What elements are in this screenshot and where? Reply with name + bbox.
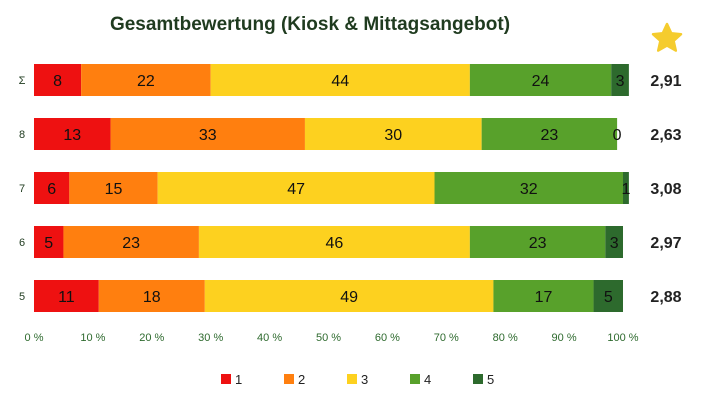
data-label: 3 <box>610 235 619 252</box>
x-tick-label: 80 % <box>493 332 518 344</box>
legend-label: 2 <box>298 372 305 387</box>
data-label: 22 <box>137 73 155 90</box>
category-label: 8 <box>19 129 25 141</box>
bar-segment <box>110 118 305 150</box>
category-label: 6 <box>19 237 25 249</box>
data-label: 49 <box>340 289 358 306</box>
data-label: 23 <box>540 127 558 144</box>
data-label: 24 <box>532 73 550 90</box>
data-label: 47 <box>287 181 305 198</box>
data-label: 13 <box>63 127 81 144</box>
data-label: 32 <box>520 181 538 198</box>
data-label: 17 <box>535 289 553 306</box>
data-label: 15 <box>105 181 123 198</box>
category-label: 5 <box>19 291 25 303</box>
x-tick-label: 60 % <box>375 332 400 344</box>
bar-segment <box>623 172 629 204</box>
legend-label: 3 <box>361 372 368 387</box>
bar-segment <box>469 226 606 258</box>
x-tick-label: 50 % <box>316 332 341 344</box>
data-label: 30 <box>384 127 402 144</box>
bar-segment <box>493 280 594 312</box>
data-label: 3 <box>616 73 625 90</box>
legend-label: 5 <box>487 372 494 387</box>
x-tick-label: 10 % <box>80 332 105 344</box>
category-label: 7 <box>19 183 25 195</box>
data-label: 8 <box>53 73 62 90</box>
category-label: Σ <box>19 75 26 87</box>
data-label: 11 <box>58 289 75 306</box>
data-label: 18 <box>143 289 161 306</box>
bar-segment <box>469 64 612 96</box>
x-tick-label: 40 % <box>257 332 282 344</box>
data-label: 0 <box>613 127 622 144</box>
bar-segment <box>605 226 623 258</box>
bar-segment <box>63 226 199 258</box>
bar-segment <box>210 64 470 96</box>
data-label: 44 <box>331 73 349 90</box>
bar-segment <box>157 172 435 204</box>
bar-segment <box>304 118 482 150</box>
bar-segment <box>593 280 623 312</box>
legend-label: 4 <box>424 372 431 387</box>
data-label: 23 <box>122 235 140 252</box>
star-icon <box>651 22 683 52</box>
x-tick-label: 0 % <box>25 332 44 344</box>
bar-segment <box>81 64 211 96</box>
legend-swatch <box>473 374 483 384</box>
chart-title: Gesamtbewertung (Kiosk & Mittagsangebot) <box>109 14 511 35</box>
data-label: 1 <box>621 181 630 198</box>
data-label: 5 <box>604 289 613 306</box>
bar-segment <box>611 64 629 96</box>
legend-swatch <box>410 374 420 384</box>
legend-swatch <box>221 374 231 384</box>
average-score: 2,91 <box>650 73 681 90</box>
bar-segment <box>34 226 64 258</box>
x-tick-label: 70 % <box>434 332 459 344</box>
legend-swatch <box>284 374 294 384</box>
average-score: 3,08 <box>650 181 681 198</box>
x-tick-label: 100 % <box>607 332 638 344</box>
bar-segment <box>34 172 70 204</box>
bar-segment <box>69 172 158 204</box>
legend-label: 1 <box>235 372 242 387</box>
bar-segment <box>198 226 470 258</box>
average-score: 2,63 <box>650 127 681 144</box>
bar-segment <box>98 280 205 312</box>
average-score: 2,88 <box>650 289 681 306</box>
bar-segment <box>34 118 111 150</box>
data-label: 23 <box>529 235 547 252</box>
bar-segment <box>34 64 82 96</box>
bar-segment <box>34 280 99 312</box>
data-label: 33 <box>199 127 217 144</box>
bar-segment <box>204 280 494 312</box>
bar-segment <box>481 118 618 150</box>
data-label: 46 <box>325 235 343 252</box>
bar-segment <box>434 172 623 204</box>
legend-swatch <box>347 374 357 384</box>
data-label: 6 <box>47 181 56 198</box>
x-tick-label: 30 % <box>198 332 223 344</box>
average-score: 2,97 <box>650 235 681 252</box>
data-label: 5 <box>44 235 53 252</box>
x-tick-label: 90 % <box>552 332 577 344</box>
x-tick-label: 20 % <box>139 332 164 344</box>
